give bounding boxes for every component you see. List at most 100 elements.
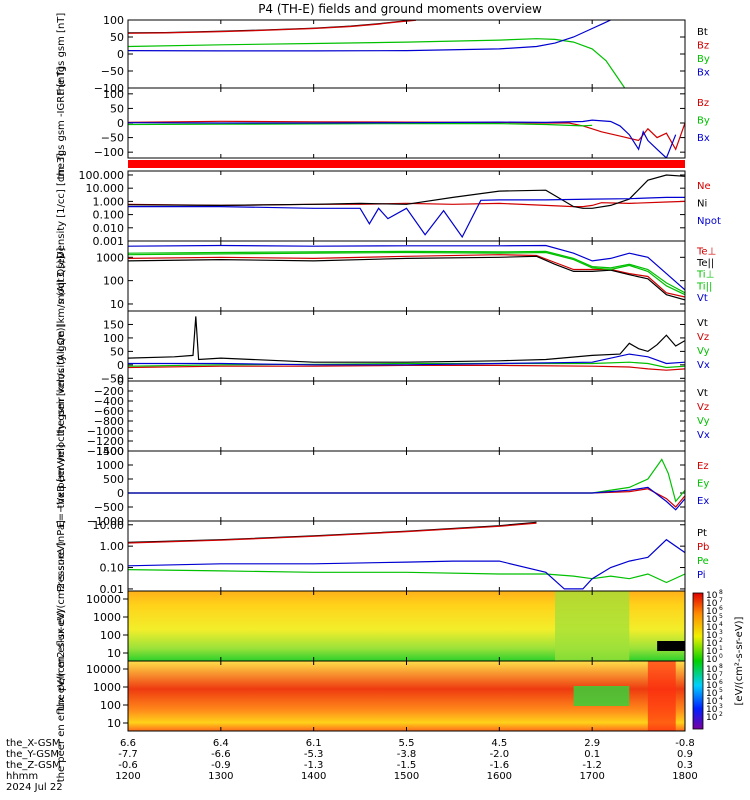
y-tick-label: −100 <box>94 82 124 95</box>
x-tick-label: -1.2 <box>582 760 602 771</box>
colorbar-tick-exp: 7 <box>719 671 723 678</box>
y-tick-label: 50 <box>110 102 124 115</box>
y-tick-label: 0 <box>117 375 124 388</box>
legend-entry-Pt: Pt <box>697 528 707 539</box>
y-tick-label: 0 <box>117 487 124 500</box>
panel-frame <box>127 310 686 382</box>
y-tick-label: 0.001 <box>93 235 125 248</box>
legend-entry-Pe: Pe <box>697 556 709 567</box>
legend-entry-Ey: Ey <box>697 479 709 490</box>
x-row-label: the_X-GSM <box>6 738 60 749</box>
colorbar-tick-label: 10 <box>706 647 718 657</box>
colorbar-tick-exp: 2 <box>719 637 723 644</box>
panel-8: 10.00 1.00 0.10 0.01 Pressure [nPa] Pt Pb Pe Pi <box>56 519 709 596</box>
y-tick-label: 10.00 <box>93 519 125 532</box>
x-tick-label: 0.9 <box>677 749 693 760</box>
spectrogram-region <box>647 661 676 731</box>
y-tick-label: 10 <box>107 647 121 660</box>
panel-frame <box>127 450 686 522</box>
x-tick-label: 2.9 <box>584 738 600 749</box>
y-tick-label: −200 <box>94 385 124 398</box>
legend-entry-Vy: Vy <box>697 346 710 357</box>
x-tick-label: -7.7 <box>118 749 138 760</box>
y-tick-label: 10 <box>107 717 121 730</box>
colorbar-tick-label: 10 <box>706 615 718 625</box>
y-tick-label: −600 <box>94 405 124 418</box>
x-tick-label: 1800 <box>672 771 697 782</box>
y-tick-label: 1.00 <box>100 540 125 553</box>
y-tick-label: 0 <box>117 48 124 61</box>
x-tick-label: -0.6 <box>118 760 138 771</box>
y-tick-label: 0.10 <box>100 562 125 575</box>
panel-9: 10000 1000 100 10 the peir en eflux eV/(cm2-… <box>56 541 686 711</box>
colorbar-tick-label: 10 <box>706 665 718 675</box>
colorbar-tick-label: 10 <box>706 655 718 665</box>
series-line-By <box>128 38 626 88</box>
colorbar-tick-label: 10 <box>706 705 718 715</box>
legend-entry-By: By <box>697 54 710 65</box>
y-tick-label: 0 <box>117 359 124 372</box>
series-line-Pt <box>128 521 537 543</box>
y-tick-label: 1000 <box>93 611 121 624</box>
x-tick-label: -2.0 <box>490 749 510 760</box>
legend-entry-Vx: Vx <box>697 430 710 441</box>
x-tick-label: 6.1 <box>306 738 322 749</box>
x-tick-label: 6.6 <box>120 738 136 749</box>
y-tick-label: −100 <box>94 146 124 159</box>
y-tick-label: 100 <box>100 629 121 642</box>
colorbar-tick-exp: 3 <box>719 629 723 636</box>
colorbar-tick-label: 10 <box>706 631 718 641</box>
x-row-label: hhmm <box>6 771 38 782</box>
colorbar-tick-exp: 8 <box>719 589 723 596</box>
colorbar-tick-exp: 1 <box>719 645 723 652</box>
colorbar-tick-label: 10 <box>706 607 718 617</box>
y-tick-label: 100.000 <box>79 169 125 182</box>
legend-entry-Pb: Pb <box>697 542 709 553</box>
y-tick-label: 10000 <box>86 593 121 606</box>
x-tick-label: -0.8 <box>675 738 695 749</box>
y-tick-label: 100 <box>103 332 124 345</box>
x-tick-label: 0.1 <box>584 749 600 760</box>
y-axis-label: the peir velocity gsm [km/s (All Qs)] <box>56 256 67 437</box>
y-tick-label: 150 <box>103 318 124 331</box>
series-line-Vt <box>128 244 685 291</box>
colorbar-tick-exp: 6 <box>719 679 723 686</box>
y-tick-label: 10 <box>110 298 124 311</box>
legend-entry-Vz: Vz <box>697 402 709 413</box>
series-line-Bx <box>128 20 611 52</box>
x-tick-label: 1700 <box>579 771 604 782</box>
y-tick-label: 0.01 <box>100 583 125 596</box>
y-axis-label: the peer velocity gsm [km/s (All Qe)] <box>56 324 67 509</box>
y-tick-label: 1000 <box>96 251 124 264</box>
x-row-label: 2024 Jul 22 <box>6 782 63 793</box>
y-tick-label: 10000 <box>86 663 121 676</box>
colorbar-tick-exp: 5 <box>719 687 723 694</box>
series-line-Vt <box>128 316 685 363</box>
y-tick-label: 50 <box>110 31 124 44</box>
y-axis-label: the fgs gsm [nT] <box>56 13 67 96</box>
colorbar-tick-label: 10 <box>706 713 718 723</box>
y-tick-label: −50 <box>101 132 124 145</box>
y-tick-label: 1000 <box>96 459 124 472</box>
y-axis-label: Density [1/cc] [cm-3] <box>56 153 67 259</box>
legend-entry-Ni: Ni <box>697 199 707 210</box>
legend-entry-Vt: Vt <box>697 293 708 304</box>
colorbar-tick-label: 10 <box>706 673 718 683</box>
y-tick-label: 100 <box>103 14 124 27</box>
x-tick-label: 1300 <box>208 771 233 782</box>
legend-entry-Vt: Vt <box>697 388 708 399</box>
y-tick-label: 0.010 <box>93 222 125 235</box>
colorbar-tick-label: 10 <box>706 623 718 633</box>
y-tick-label: −1000 <box>87 515 124 528</box>
y-tick-label: −1000 <box>87 425 124 438</box>
y-axis-label: moqt3 [eV] <box>56 248 67 305</box>
series-line-Ni <box>128 174 685 209</box>
legend-entry-Te||: Te|| <box>696 258 714 269</box>
legend-entry-Vt: Vt <box>697 318 708 329</box>
colorbar-tick-label: 10 <box>706 591 718 601</box>
